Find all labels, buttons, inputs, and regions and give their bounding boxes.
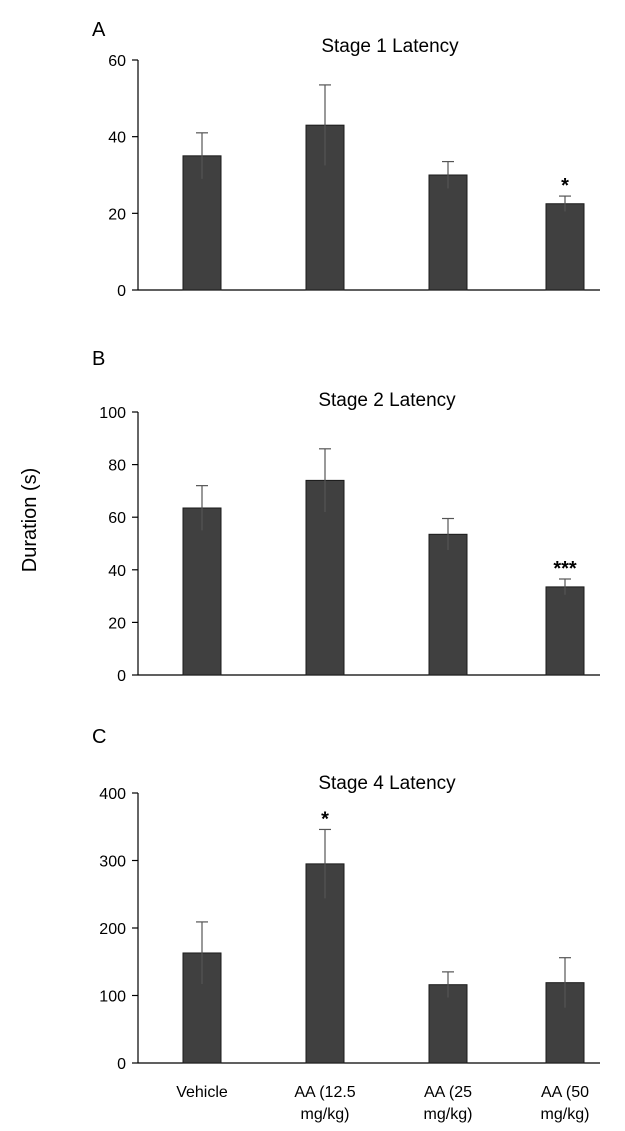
panel-letter-a: A [92,19,106,41]
bars-c: * [182,808,585,1064]
y-tick-label: 40 [108,563,126,580]
category-label-line: AA (12.5 [294,1084,355,1101]
panel-letter-c: C [92,726,106,748]
category-label: AA (25 mg/kg) [424,1084,473,1123]
y-tick-label: 40 [108,130,126,147]
x-axis-category-labels: Vehicle AA (12.5 mg/kg) AA (25 mg/kg) AA (50 m… [176,1084,589,1123]
y-axis-b: 0 20 40 60 80 100 [99,405,600,685]
significance-marker: * [321,808,329,830]
y-axis-label: Duration (s) [19,468,41,572]
y-axis-c: 0 100 200 300 400 [99,786,600,1073]
bar-a-4 [545,203,585,291]
y-tick-label: 80 [108,458,126,475]
category-label-line: mg/kg) [541,1106,590,1123]
category-label: AA (12.5 mg/kg) [294,1084,355,1123]
significance-marker: * [561,175,569,197]
y-tick-label: 0 [117,283,126,300]
category-label-line: AA (50 [541,1084,589,1101]
category-label-line: mg/kg) [424,1106,473,1123]
panel-letter-b: B [92,348,105,370]
y-tick-label: 60 [108,53,126,70]
chart-panel-b: B Stage 2 Latency 0 20 40 60 80 100 *** [92,348,600,685]
y-tick-label: 20 [108,206,126,223]
chart-panel-a: A Stage 1 Latency 0 20 40 60 * [92,19,600,300]
category-label: AA (50 mg/kg) [541,1084,590,1123]
y-tick-label: 300 [99,854,126,871]
category-label-line: AA (25 [424,1084,472,1101]
chart-panel-c: C Stage 4 Latency 0 100 200 300 400 * [92,726,600,1073]
y-tick-label: 0 [117,1056,126,1073]
y-axis-a: 0 20 40 60 [108,53,600,300]
y-tick-label: 400 [99,786,126,803]
chart-title-stage-1: Stage 1 Latency [321,36,459,57]
bars-b: *** [182,448,585,676]
chart-title-stage-4: Stage 4 Latency [318,773,456,794]
y-tick-label: 0 [117,668,126,685]
bar-b-4 [545,586,585,676]
category-label: Vehicle [176,1084,228,1101]
bars-a: * [182,84,585,291]
y-tick-label: 100 [99,405,126,422]
bar-b-1 [182,507,222,676]
bar-c-3 [428,984,468,1064]
y-tick-label: 60 [108,510,126,527]
y-tick-label: 200 [99,921,126,938]
y-tick-label: 20 [108,615,126,632]
bar-a-3 [428,174,468,291]
bar-b-3 [428,533,468,676]
significance-marker: *** [553,558,577,580]
chart-title-stage-2: Stage 2 Latency [318,390,456,411]
category-label-line: Vehicle [176,1084,228,1101]
y-tick-label: 100 [99,989,126,1006]
category-label-line: mg/kg) [301,1106,350,1123]
